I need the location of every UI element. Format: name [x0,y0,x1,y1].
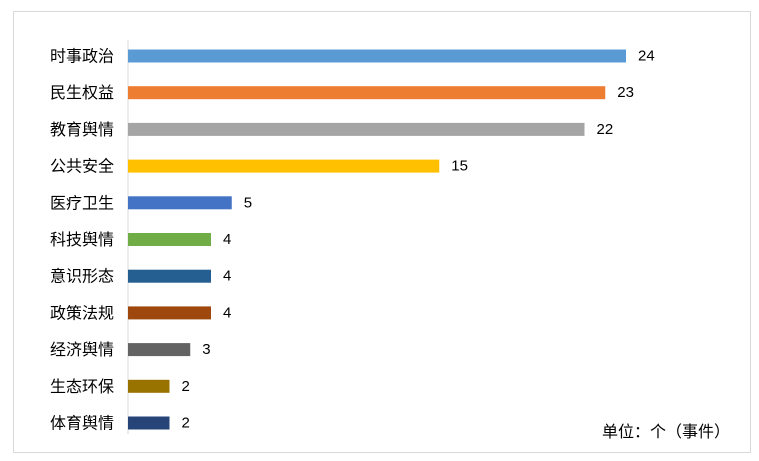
bar [128,379,170,393]
data-label: 15 [451,158,468,175]
bar [128,196,232,210]
data-label: 24 [638,48,655,65]
data-label: 22 [597,121,614,138]
category-label: 意识形态 [50,267,114,286]
category-label: 医疗卫生 [50,193,114,212]
data-label: 4 [223,268,231,285]
category-label: 经济舆情 [50,340,114,359]
unit-annotation: 单位：个（事件） [601,422,730,441]
bar [128,122,585,136]
category-label: 体育舆情 [50,414,114,433]
bar [128,49,626,63]
data-label: 2 [182,415,190,432]
bar [128,86,606,100]
bar [128,306,211,320]
bar [128,416,170,430]
data-label: 5 [244,194,252,211]
category-label: 生态环保 [50,377,114,396]
bar [128,233,211,246]
data-label: 2 [182,378,190,395]
category-label: 教育舆情 [50,120,114,139]
category-label: 时事政治 [50,47,114,66]
data-label: 3 [202,341,210,358]
category-label: 政策法规 [50,303,114,322]
bar [128,343,191,357]
category-label: 公共安全 [50,157,114,176]
data-label: 23 [617,84,634,101]
category-label: 科技舆情 [50,230,114,249]
bar [128,269,211,283]
data-label: 4 [223,231,231,248]
bar [128,159,440,173]
chart-frame: 时事政治 24 民生权益 23 教育舆情 22 公共安全 15 医疗卫生 5 科技舆情 4 意识形态 4 政… [13,11,751,453]
data-label: 4 [223,304,231,321]
category-label: 民生权益 [50,83,114,102]
